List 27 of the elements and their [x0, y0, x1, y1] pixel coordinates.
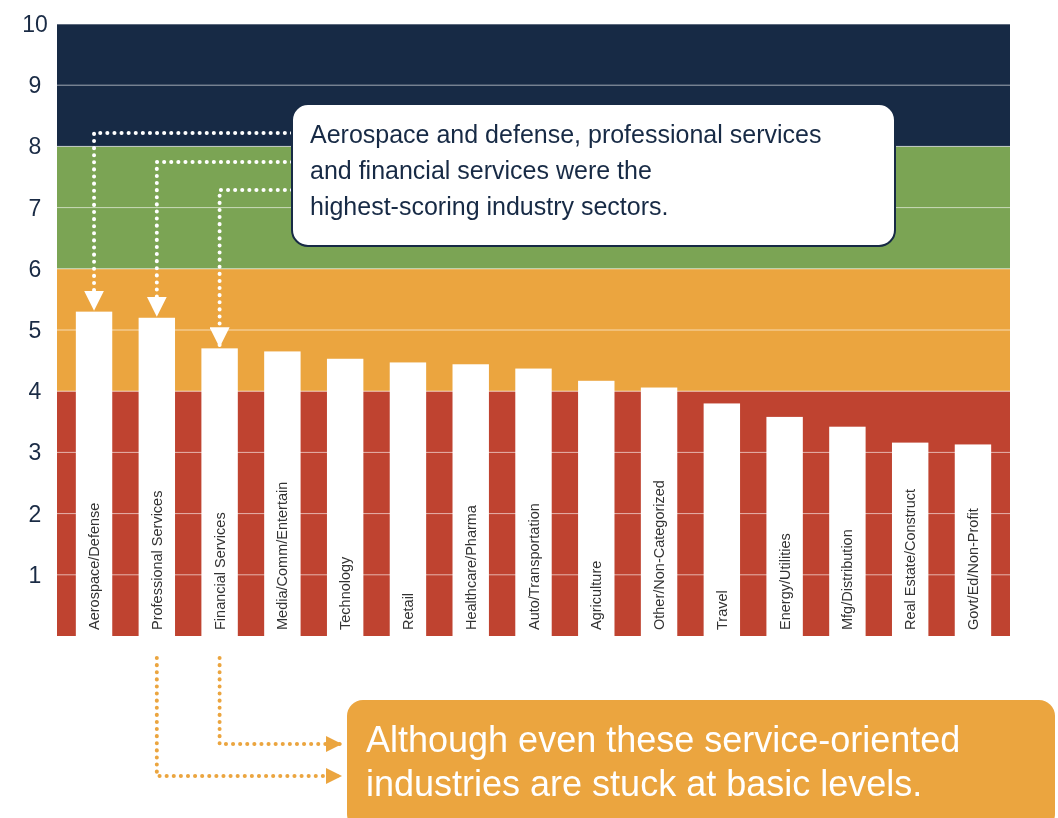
x-tick-label: Healthcare/Pharma	[462, 504, 479, 630]
x-tick-label: Media/Comm/Entertain	[274, 481, 291, 630]
x-tick-label: Financial Services	[211, 512, 228, 630]
x-tick-label: Professional Services	[148, 490, 165, 630]
y-tick-label: 8	[28, 133, 42, 160]
x-tick-label: Energy/Utilities	[776, 533, 793, 630]
y-tick-label: 9	[28, 72, 42, 99]
x-tick-label: Auto/Transportation	[525, 503, 542, 630]
x-tick-label: Aerospace/Defense	[86, 502, 103, 630]
x-tick-label: Other/Non-Categorized	[651, 480, 668, 630]
text: Although even these service-oriented industries are stuck at basic levels.	[366, 719, 961, 804]
y-tick-label: 2	[28, 500, 42, 527]
x-tick-label: Govt/Ed/Non-Profit	[964, 508, 981, 630]
y-tick-label: 4	[28, 378, 42, 405]
y-tick-label: 1	[28, 561, 42, 588]
x-tick-label: Technology	[337, 555, 354, 630]
y-tick-label: 7	[28, 194, 42, 221]
x-tick-label: Agriculture	[588, 560, 605, 630]
annotation: Aerospace and defense, professional services and financial services were the highest-scoring industry sectors.	[310, 120, 822, 220]
x-tick-label: Retail	[399, 592, 416, 630]
x-tick-label: Travel	[713, 590, 730, 630]
x-tick-label: Real Estate/Construct	[902, 488, 919, 630]
y-tick-label: 5	[28, 317, 42, 344]
y-tick-label: 6	[28, 255, 42, 282]
x-tick-label: Mfg/Distribution	[839, 529, 856, 630]
y-tick-label: 3	[28, 439, 42, 466]
y-tick-label: 10	[22, 11, 48, 38]
